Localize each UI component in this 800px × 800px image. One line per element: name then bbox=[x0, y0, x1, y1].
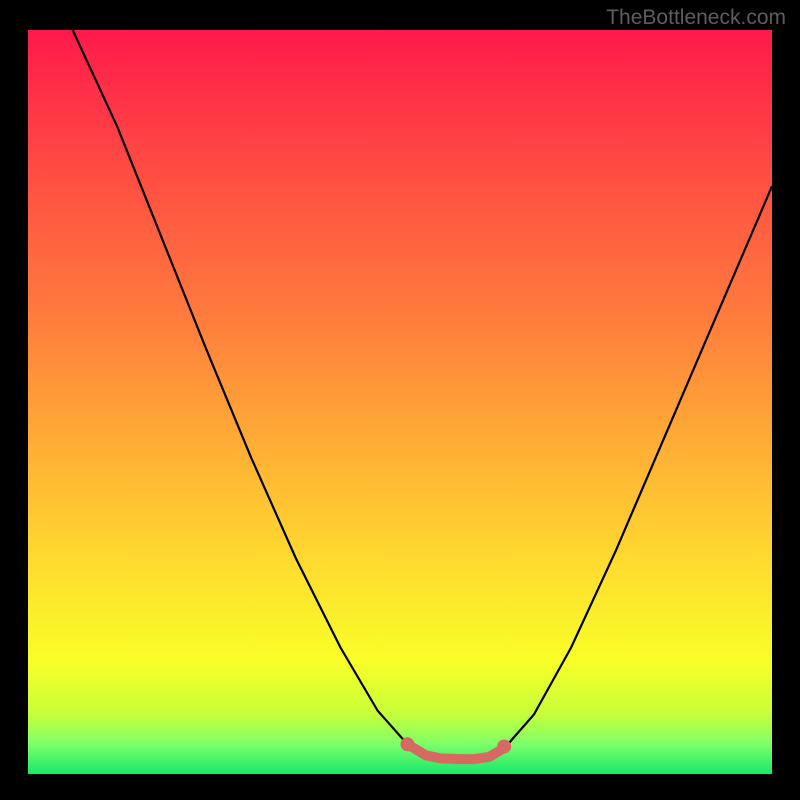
watermark-text: TheBottleneck.com bbox=[606, 6, 786, 30]
bottleneck-curve bbox=[73, 30, 772, 758]
highlight-dot-left bbox=[400, 737, 414, 751]
bottom-highlight-band bbox=[407, 744, 504, 759]
chart-plot-area bbox=[28, 30, 772, 774]
highlight-dot-right bbox=[497, 739, 511, 753]
chart-svg bbox=[28, 30, 772, 774]
